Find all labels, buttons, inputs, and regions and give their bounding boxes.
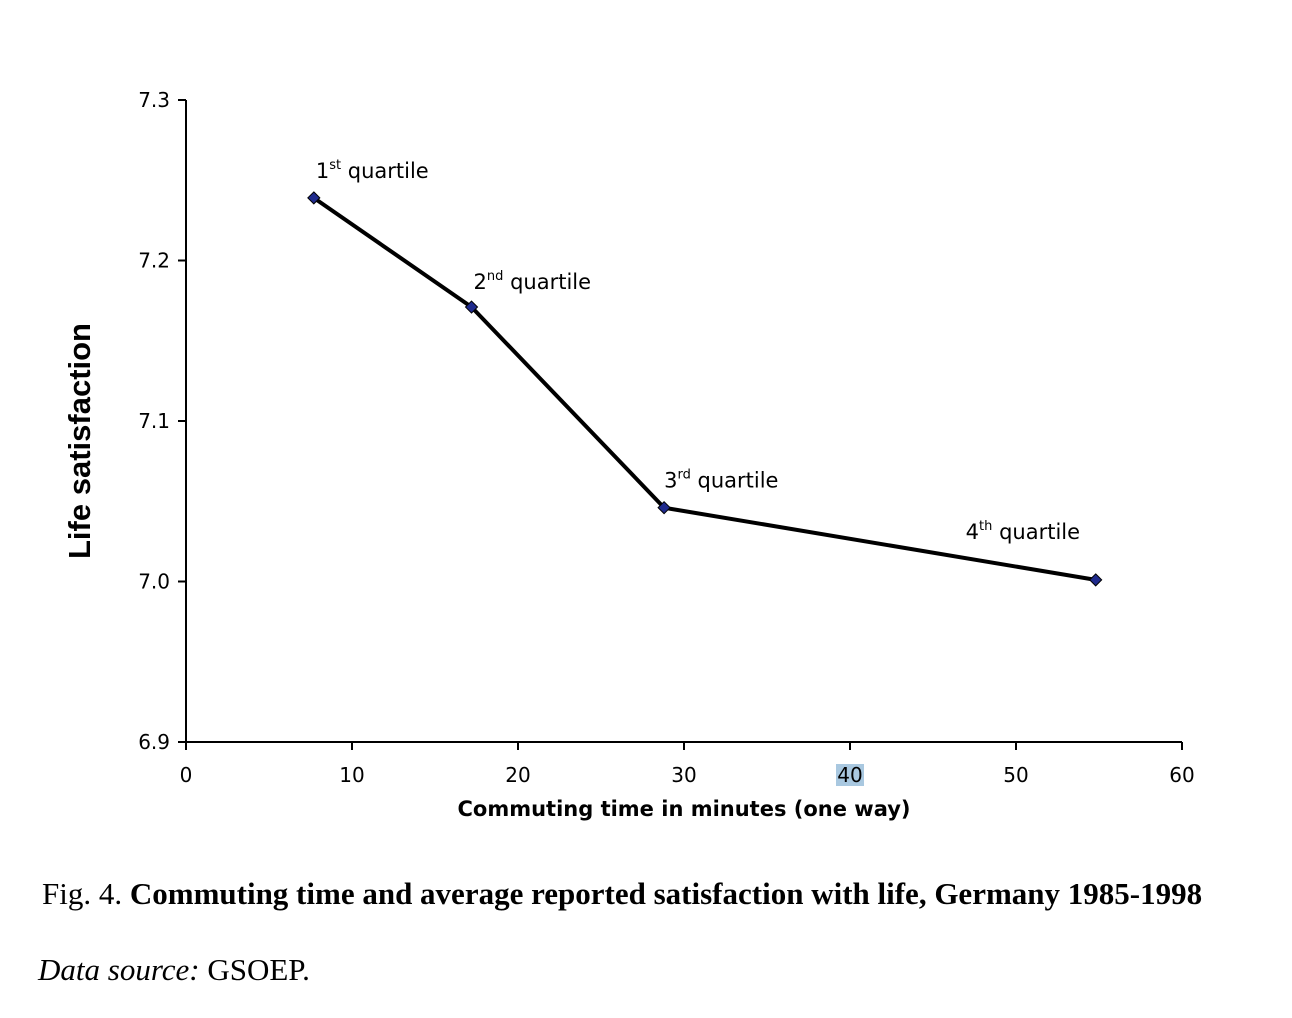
data-point-label: 1st quartile (316, 158, 429, 183)
label-number: 1 (316, 159, 329, 183)
y-tick-label: 7.0 (138, 570, 170, 594)
y-axis-title: Life satisfaction (62, 323, 97, 559)
caption-prefix: Fig. 4. (42, 876, 130, 911)
label-superscript: st (329, 158, 341, 173)
x-tick-label: 40 (837, 763, 862, 787)
x-tick-label: 10 (339, 763, 364, 787)
markers (307, 191, 1103, 587)
x-tick-label: 30 (671, 763, 696, 787)
data-point-label: 2nd quartile (474, 269, 592, 294)
x-tick-highlight (836, 764, 864, 786)
label-number: 4 (966, 520, 979, 544)
data-source-label: Data source: (38, 952, 200, 987)
label-superscript: th (979, 519, 992, 534)
label-text: quartile (341, 159, 429, 183)
label-text: quartile (691, 469, 779, 493)
y-tick-label: 7.1 (138, 409, 170, 433)
series-line (312, 196, 1097, 582)
y-tick-label: 7.3 (138, 88, 170, 112)
data-source-value: GSOEP. (199, 952, 310, 987)
figure-caption: Fig. 4. Commuting time and average repor… (42, 876, 1282, 912)
y-ticks: 6.9 7.0 7.1 7.2 7.3 (138, 88, 186, 754)
label-text: quartile (992, 520, 1080, 544)
label-number: 3 (664, 469, 677, 493)
data-source: Data source: GSOEP. (38, 952, 310, 988)
line-chart: 6.9 7.0 7.1 7.2 7.3 0 10 20 30 40 50 60 Commuting … (62, 88, 1195, 821)
label-number: 2 (474, 270, 487, 294)
label-superscript: nd (487, 269, 504, 284)
axes (185, 100, 1182, 743)
caption-title: Commuting time and average reported sati… (129, 876, 1203, 911)
x-axis-title: Commuting time in minutes (one way) (457, 797, 910, 821)
data-point-marker (307, 191, 321, 205)
label-superscript: rd (677, 468, 690, 483)
y-tick-label: 6.9 (138, 730, 170, 754)
data-point-marker (464, 300, 479, 314)
data-point-marker (1088, 573, 1103, 587)
data-point-label: 3rd quartile (664, 468, 778, 493)
label-text: quartile (503, 270, 591, 294)
x-tick-label: 60 (1169, 763, 1194, 787)
data-point-label: 4th quartile (966, 519, 1080, 544)
data-point-marker (657, 500, 671, 515)
y-tick-label: 7.2 (138, 249, 170, 273)
x-tick-label: 20 (505, 763, 530, 787)
x-ticks: 0 10 20 30 40 50 60 (180, 742, 1195, 787)
x-tick-label: 50 (1003, 763, 1028, 787)
x-tick-label: 0 (180, 763, 193, 787)
